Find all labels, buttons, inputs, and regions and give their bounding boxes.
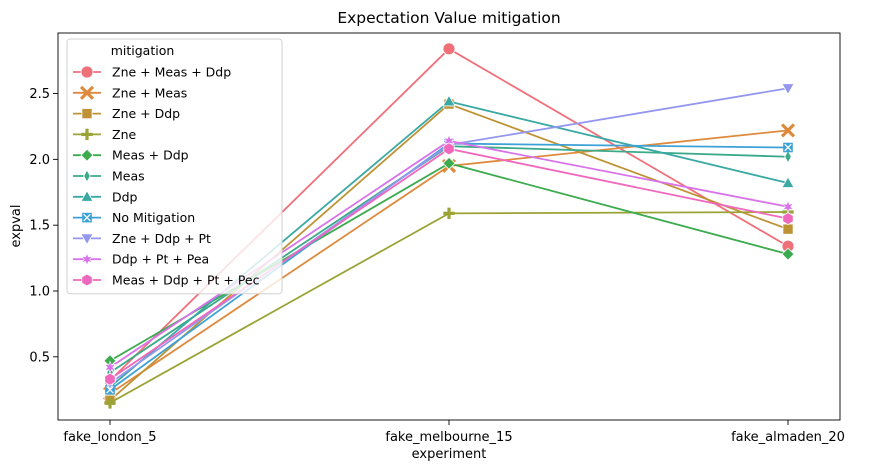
- data-point: [782, 223, 794, 235]
- legend-label: No Mitigation: [112, 210, 195, 225]
- data-point: [781, 176, 795, 188]
- legend-marker: [81, 273, 93, 287]
- legend-label: Meas: [112, 169, 145, 184]
- data-point: [781, 83, 795, 96]
- legend-marker: [81, 252, 93, 267]
- legend-item: Ddp: [73, 189, 138, 204]
- legend-label: Meas + Ddp: [112, 148, 189, 163]
- legend-marker: [79, 85, 95, 100]
- y-axis-title: expval: [9, 205, 24, 248]
- series-4: [103, 156, 795, 368]
- legend-title: mitigation: [111, 43, 175, 58]
- legend-marker: [80, 148, 94, 162]
- legend-item: Meas: [73, 169, 145, 184]
- y-tick-label: 2.5: [29, 87, 50, 102]
- legend-item: Zne + Meas + Ddp: [73, 65, 231, 80]
- legend-item: No Mitigation: [73, 210, 195, 225]
- x-tick-label: fake_almaden_20: [731, 430, 845, 445]
- legend-marker: [82, 212, 92, 223]
- legend-item: Meas + Ddp: [73, 148, 189, 163]
- data-point: [442, 42, 456, 56]
- legend-marker: [81, 108, 93, 120]
- legend-label: Zne + Meas: [112, 85, 187, 100]
- legend-item: Zne: [73, 127, 136, 142]
- chart-title: Expectation Value mitigation: [337, 9, 560, 27]
- axes-layer: fake_london_5 fake_melbourne_15 fake_almad…: [29, 32, 845, 445]
- legend-marker: [83, 169, 91, 183]
- legend-marker: [80, 65, 94, 79]
- legend: mitigation Zne + Meas + Ddp Zne + Meas Zne …: [66, 38, 283, 295]
- data-point: [781, 247, 795, 261]
- legend-label: Ddp + Pt + Pea: [112, 252, 209, 267]
- data-point: [783, 142, 793, 153]
- legend-item: Meas + Ddp + Pt + Pec: [73, 273, 260, 288]
- legend-box: [66, 38, 283, 295]
- x-tick-label: fake_melbourne_15: [385, 430, 512, 445]
- legend-label: Zne + Ddp: [112, 106, 180, 121]
- data-point: [442, 156, 456, 170]
- data-point: [780, 123, 796, 138]
- x-tick-label: fake_london_5: [63, 430, 156, 445]
- legend-marker: [80, 189, 94, 202]
- legend-label: Zne + Ddp + Pt: [112, 231, 211, 246]
- legend-label: Zne + Meas + Ddp: [112, 65, 231, 80]
- y-tick-label: 0.5: [29, 350, 50, 365]
- series-10: [104, 142, 794, 386]
- data-point: [104, 397, 116, 409]
- legend-label: Ddp: [112, 189, 138, 204]
- data-point: [104, 372, 116, 386]
- legend-label: Zne: [112, 127, 136, 142]
- data-point: [784, 149, 792, 164]
- legend-item: Zne + Meas: [73, 85, 187, 100]
- x-axis-title: experiment: [412, 447, 487, 462]
- legend-item: Ddp + Pt + Pea: [73, 252, 209, 267]
- y-tick-label: 1.0: [29, 285, 50, 300]
- data-point: [443, 142, 455, 156]
- legend-item: Zne + Ddp: [73, 106, 180, 121]
- legend-marker: [80, 233, 94, 246]
- y-tick-label: 2.0: [29, 153, 50, 168]
- data-point: [782, 212, 794, 226]
- legend-label: Meas + Ddp + Pt + Pec: [112, 273, 260, 288]
- data-point: [443, 207, 455, 220]
- legend-item: Zne + Ddp + Pt: [73, 231, 211, 246]
- legend-marker: [81, 128, 93, 141]
- data-point: [442, 94, 456, 107]
- y-tick-label: 1.5: [29, 219, 50, 234]
